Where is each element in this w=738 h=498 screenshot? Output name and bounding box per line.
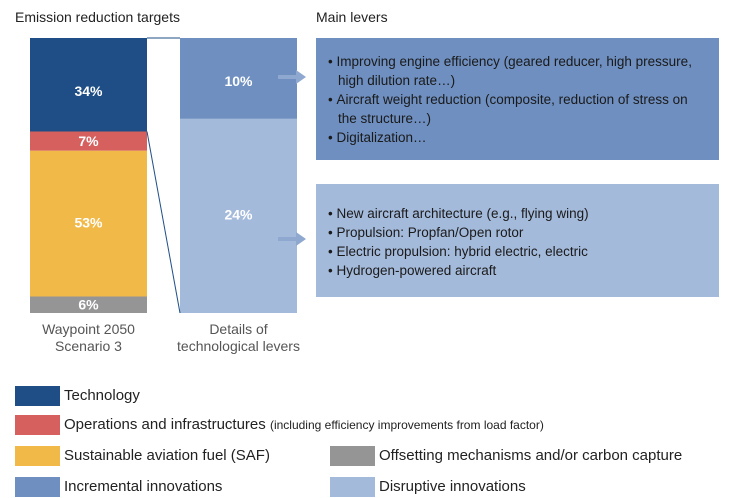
legend-swatch [15, 386, 60, 406]
legend-note: (including efficiency improvements from … [269, 418, 544, 432]
lever-item: Propulsion: Propfan/Open rotor [328, 223, 707, 242]
legend-label: Incremental innovations [64, 478, 222, 495]
bar-segment [30, 150, 147, 297]
legend-name: Incremental innovations [64, 478, 223, 495]
legend-label: Offsetting mechanisms and/or carbon capt… [379, 447, 682, 464]
legend-label: Technology [64, 387, 140, 404]
lever-item: Aircraft weight reduction (composite, re… [328, 90, 707, 128]
legend-swatch [15, 446, 60, 466]
bars: 34% 7% 53% 6% 10% 24% [30, 37, 306, 314]
legend-label: Operations and infrastructures (includin… [64, 416, 544, 433]
lever-item: New aircraft architecture (e.g., flying … [328, 204, 707, 223]
bar-segment [30, 38, 147, 132]
arrow [278, 70, 306, 84]
category-label: Details of technological levers [177, 321, 300, 354]
legend-name: Operations and infrastructures [64, 416, 266, 433]
bar-segment [180, 118, 297, 313]
legend-swatch [330, 446, 375, 466]
bar-segment [30, 296, 147, 313]
value-label: 10% [224, 73, 253, 89]
legend-name: Technology [64, 387, 140, 404]
legend-label: Sustainable aviation fuel (SAF) [64, 447, 270, 464]
value-label: 7% [78, 133, 99, 149]
legend-name: Disruptive innovations [379, 478, 526, 495]
lever-item: Improving engine efficiency (geared redu… [328, 52, 707, 90]
value-label: 34% [74, 83, 103, 99]
legend-swatch [330, 477, 375, 497]
value-label: 24% [224, 207, 253, 223]
lever-box: New aircraft architecture (e.g., flying … [316, 184, 719, 297]
arrow [278, 232, 306, 246]
lever-item: Electric propulsion: hybrid electric, el… [328, 242, 707, 261]
levers-title: Main levers [316, 9, 388, 25]
connector [146, 131, 181, 314]
value-label: 6% [78, 296, 99, 312]
legend-swatch [15, 415, 60, 435]
value-label: 53% [74, 214, 103, 230]
lever-item: Digitalization… [328, 128, 707, 147]
chart-title: Emission reduction targets [15, 9, 180, 25]
legend-name: Sustainable aviation fuel (SAF) [64, 447, 270, 464]
legend-name: Offsetting mechanisms and/or carbon capt… [379, 447, 683, 464]
legend-swatch [15, 477, 60, 497]
category-label: Waypoint 2050 Scenario 3 [42, 321, 135, 354]
bar-segment [30, 131, 147, 151]
lever-item: Hydrogen-powered aircraft [328, 261, 707, 280]
legend-label: Disruptive innovations [379, 478, 526, 495]
bar-segment [180, 38, 297, 119]
lever-box: Improving engine efficiency (geared redu… [316, 38, 719, 160]
